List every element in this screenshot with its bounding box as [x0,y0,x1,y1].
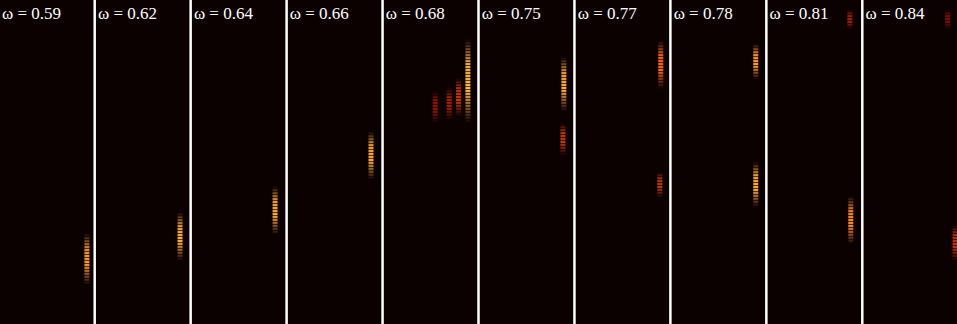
panel-title: ω = 0.78 [674,4,733,23]
spots [753,44,758,208]
spot [658,41,663,90]
panel-title: ω = 0.81 [770,4,829,23]
panel-background [96,0,189,324]
panel: ω = 0.84 [864,0,957,324]
panel-title: ω = 0.66 [290,4,349,23]
spot [945,10,950,29]
spot [447,87,452,119]
spot [657,172,662,198]
spots [847,10,853,245]
spots [273,186,278,235]
panel: ω = 0.68 [384,0,477,324]
panel-background [672,0,765,324]
spot [273,186,278,235]
panel: ω = 0.66 [288,0,381,324]
spot [178,212,183,261]
panel-background [384,0,477,324]
spot [369,131,374,180]
panel-background [576,0,669,324]
spots [945,10,957,261]
spot [953,225,957,261]
spots [433,39,471,123]
spot [84,233,89,285]
panel: ω = 0.64 [192,0,285,324]
spots [657,41,663,198]
spot [561,57,566,112]
spot [433,91,438,123]
spots [560,57,566,156]
panel-title: ω = 0.64 [194,4,254,23]
spot [456,78,461,117]
panel-title: ω = 0.75 [482,4,541,23]
panel-title: ω = 0.84 [866,4,926,23]
panel-title: ω = 0.68 [386,4,445,23]
spot [753,44,758,80]
panel: ω = 0.77 [576,0,669,324]
panel-background [0,0,93,324]
panel-background [864,0,957,324]
spot [753,162,758,207]
spot [847,10,852,29]
figure: ω = 0.59 ω = 0.62 ω = 0.64 ω = 0.66 ω = 0.68… [0,0,957,324]
panel: ω = 0.75 [480,0,573,324]
spots [369,131,374,180]
panel-title: ω = 0.62 [98,4,157,23]
panel: ω = 0.59 [0,0,93,324]
panel-background [768,0,861,324]
spots [84,233,89,285]
spot [465,39,470,123]
panel: ω = 0.62 [96,0,189,324]
panel-title: ω = 0.59 [2,4,61,23]
panel-background [192,0,285,324]
spots [178,212,183,261]
panel-background [480,0,573,324]
panel: ω = 0.78 [672,0,765,324]
spot [848,196,853,245]
panel-background [288,0,381,324]
panel: ω = 0.81 [768,0,861,324]
spot [560,123,565,155]
panel-title: ω = 0.77 [578,4,638,23]
